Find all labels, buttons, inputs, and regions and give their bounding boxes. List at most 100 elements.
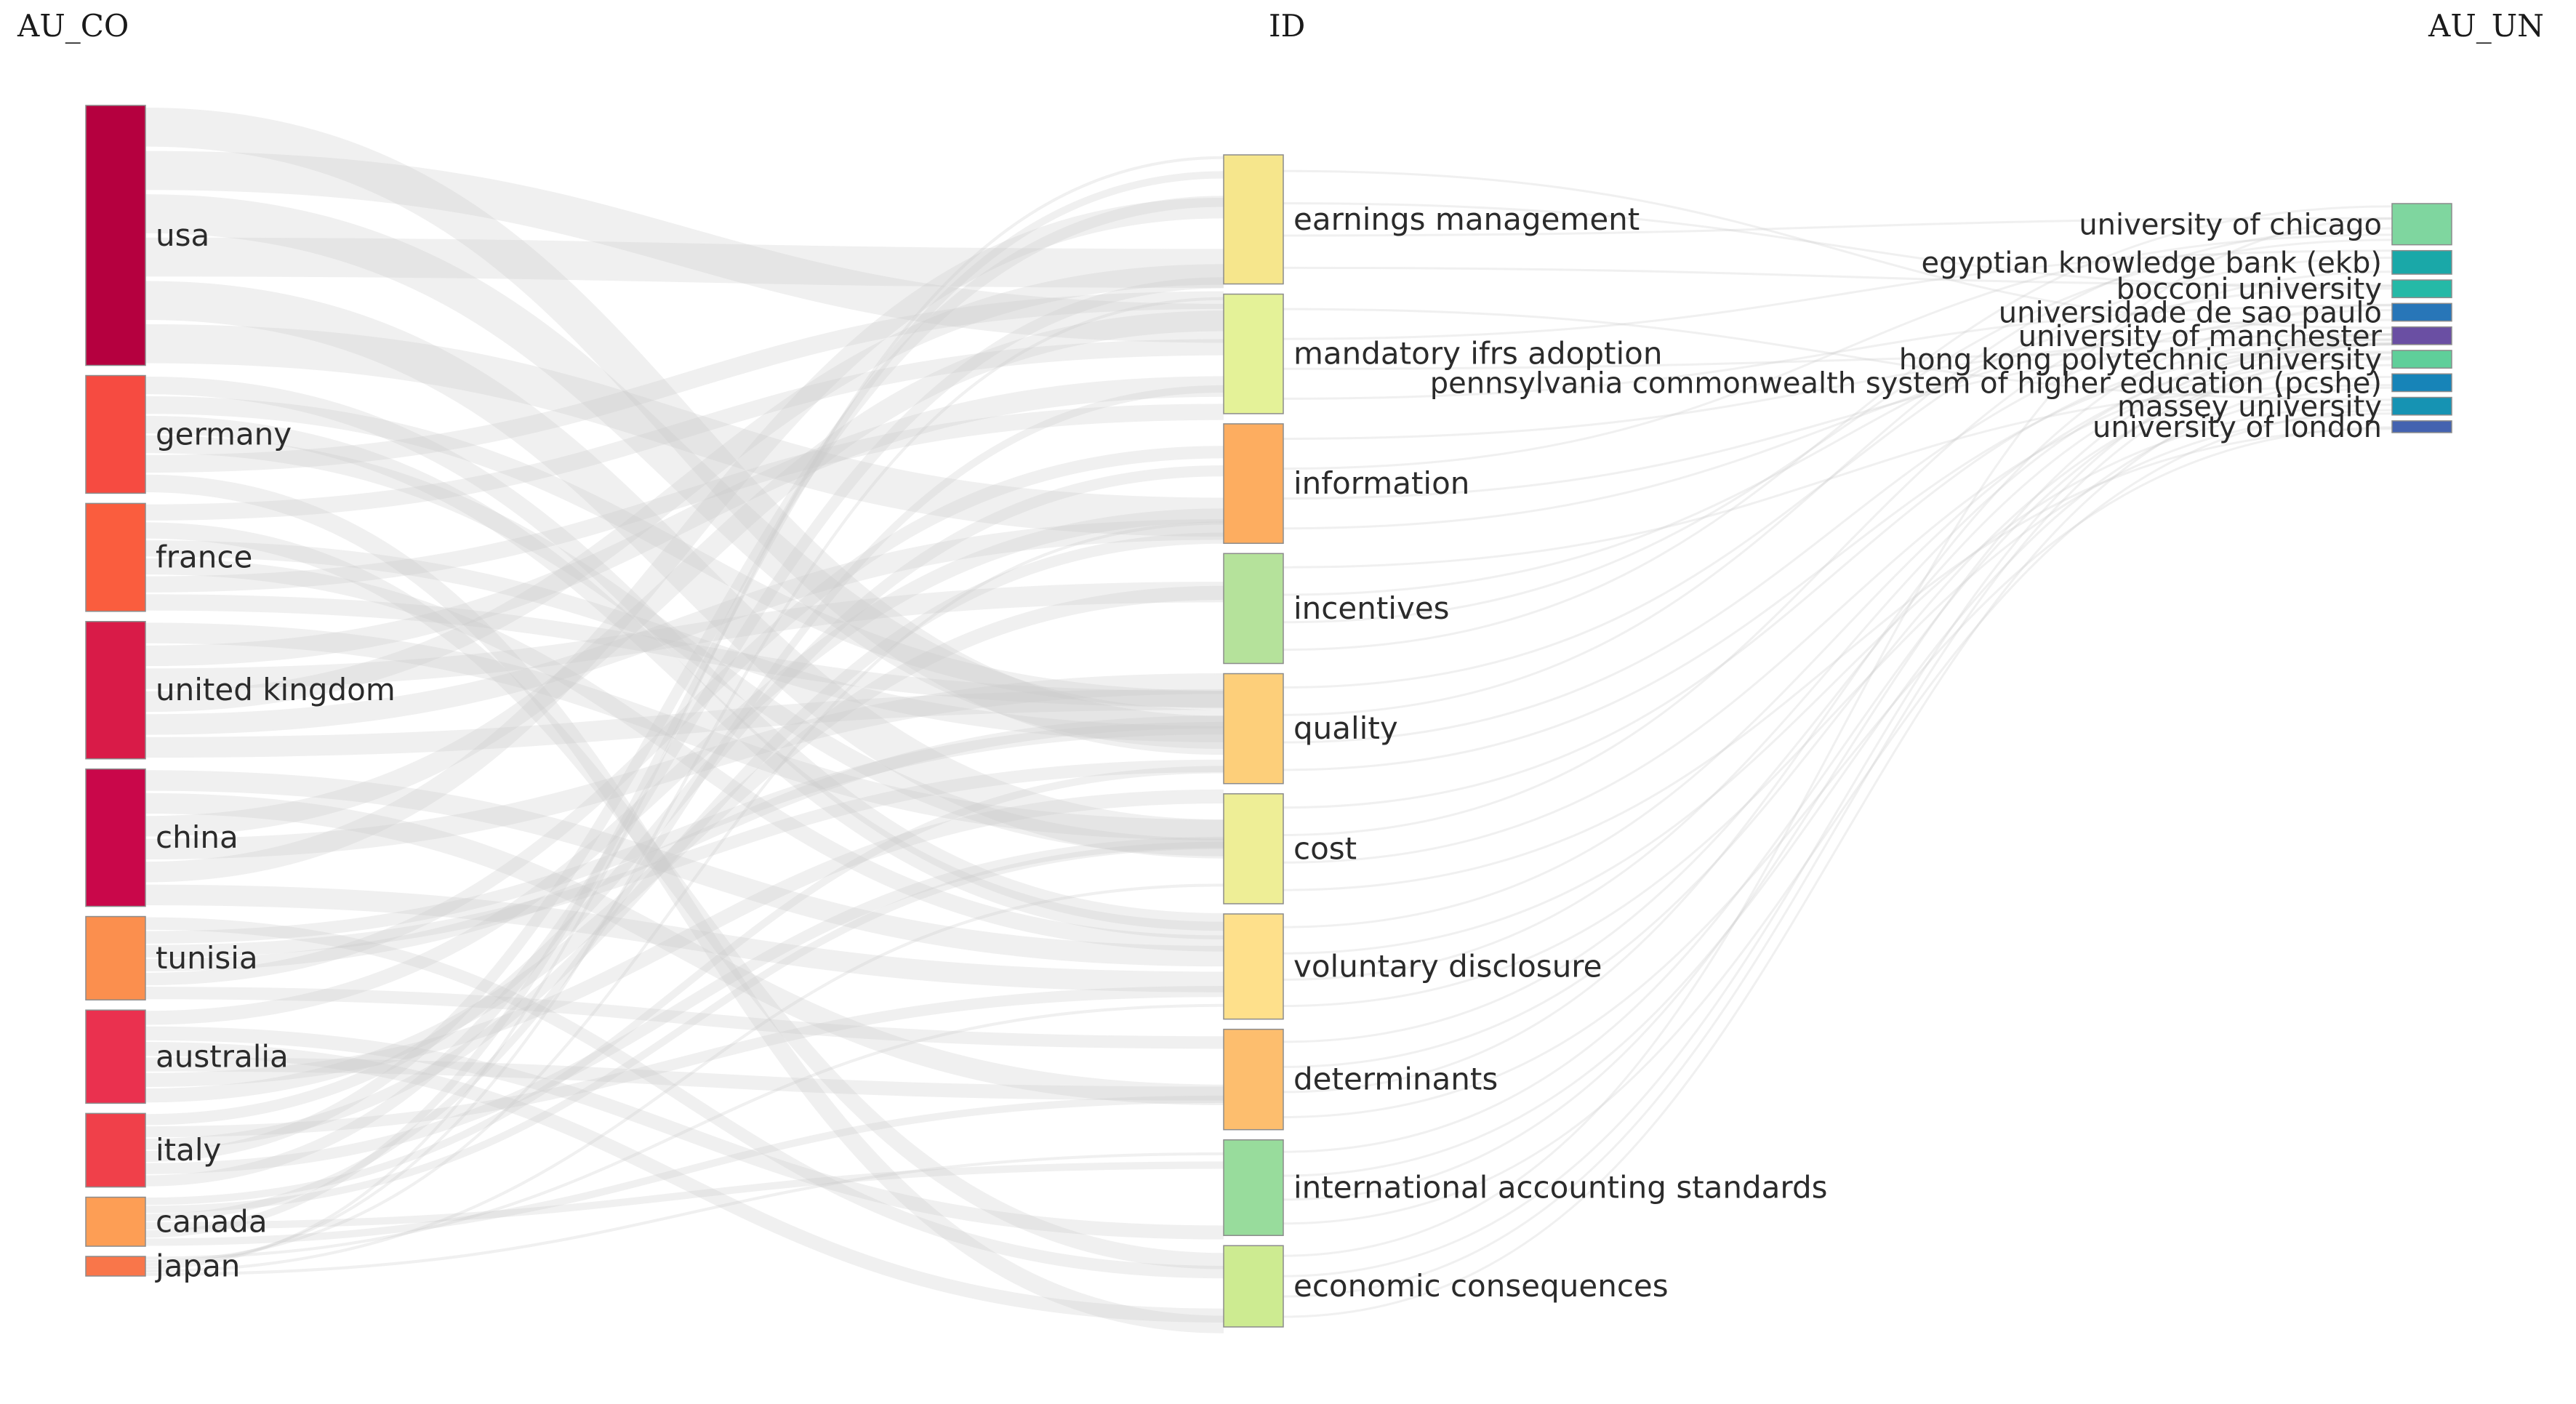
flow-id-to-au-un [1283, 285, 2393, 596]
flow-id-to-au-un [1283, 270, 2393, 836]
flow-id-to-au-un [1283, 356, 2393, 1153]
flow-au-co-to-id [145, 884, 1224, 992]
au-un-node-egyptian-knowledge-bank-ekb [2391, 249, 2452, 275]
flow-au-co-to-id [145, 689, 1224, 758]
flow-id-to-au-un [1283, 257, 2393, 689]
flow-au-co-to-id [145, 404, 1224, 593]
flow-au-co-to-id [145, 156, 1224, 1269]
flow-au-co-to-id [145, 519, 1224, 735]
flow-au-co-to-id [145, 198, 1224, 883]
flow-au-co-to-id [145, 508, 1224, 1025]
flow-id-to-au-un [1283, 350, 2393, 370]
flow-id-to-au-un [1283, 333, 2393, 440]
flow-au-co-to-id [145, 841, 1224, 1214]
flow-au-co-to-id [145, 540, 1224, 742]
flow-au-co-to-id [145, 721, 1224, 944]
au-un-node-bocconi-university [2391, 279, 2452, 299]
au-un-label-universidade-de-sao-paulo: universidade de sao paulo [1999, 297, 2382, 330]
au-un-label-university-of-london: university of london [2093, 411, 2382, 444]
flow-id-to-au-un [1283, 386, 2393, 1177]
flow-id-to-au-un [1283, 352, 2393, 1298]
flow-id-to-au-un [1283, 309, 2393, 744]
id-node-international-accounting-standards [1223, 1139, 1284, 1236]
au-co-label-usa: usa [156, 217, 209, 253]
flow-au-co-to-id [145, 986, 1224, 1138]
flow-au-co-to-id [145, 474, 1224, 1333]
flow-id-to-au-un [1283, 233, 2393, 470]
id-label-mandatory-ifrs-adoption: mandatory ifrs adoption [1293, 336, 1662, 372]
flow-au-co-to-id [145, 107, 1224, 755]
au-un-node-university-of-manchester [2391, 326, 2452, 345]
flow-au-co-to-id [145, 770, 1224, 967]
au-co-node-italy [85, 1112, 146, 1188]
au-un-node-pennsylvania-commonwealth-system-of-higher-education-pcshe [2391, 373, 2452, 393]
id-node-determinants [1223, 1028, 1284, 1131]
id-label-information: information [1293, 465, 1469, 501]
flow-au-co-to-id [145, 196, 1224, 1162]
flow-id-to-au-un [1283, 342, 2393, 928]
flow-au-co-to-id [145, 793, 1224, 1105]
flow-id-to-au-un [1283, 404, 2393, 955]
id-label-quality: quality [1293, 710, 1398, 746]
column-header-id: ID [1269, 8, 1305, 44]
flow-id-to-au-un [1283, 339, 2393, 500]
id-node-information [1223, 423, 1284, 545]
flow-au-co-to-id [145, 277, 1224, 1187]
id-label-earnings-management: earnings management [1293, 201, 1640, 237]
flow-au-co-to-id [145, 715, 1224, 972]
flow-au-co-to-id [145, 385, 1224, 1222]
au-un-label-egyptian-knowledge-bank-ekb: egyptian knowledge bank (ekb) [1922, 246, 2382, 280]
flow-id-to-au-un [1283, 202, 2393, 290]
au-un-node-massey-university [2391, 396, 2452, 416]
id-node-voluntary-disclosure [1223, 913, 1284, 1020]
au-un-nodes: university of chicago egyptian knowledge … [1430, 203, 2452, 444]
au-co-node-germany [85, 374, 146, 494]
flow-au-co-to-id [145, 582, 1224, 689]
flow-id-to-au-un [1283, 249, 2393, 340]
au-co-node-australia [85, 1009, 146, 1104]
column-header-au-co: AU_CO [17, 8, 129, 44]
flow-au-co-to-id [145, 1057, 1224, 1101]
au-co-label-china: china [156, 819, 238, 855]
id-nodes: earnings management mandatory ifrs adopti… [1223, 154, 1828, 1328]
flow-au-co-to-id [145, 766, 1224, 1206]
id-label-voluntary-disclosure: voluntary disclosure [1293, 948, 1602, 984]
au-co-label-japan: japan [155, 1248, 240, 1284]
au-un-label-hong-kong-polytechnic-university: hong kong polytechnic university [1899, 343, 2382, 377]
flow-id-to-au-un [1283, 308, 2393, 401]
au-co-node-canada [85, 1196, 146, 1247]
flow-id-to-au-un [1283, 358, 2393, 864]
au-co-label-tunisia: tunisia [156, 940, 258, 976]
au-co-label-australia: australia [156, 1038, 289, 1074]
au-un-label-university-of-manchester: university of manchester [2018, 320, 2383, 353]
au-co-node-united-kingdom [85, 621, 146, 760]
flow-au-co-to-id [145, 435, 1224, 857]
flow-au-co-to-id [145, 883, 1224, 1273]
flow-au-co-to-id [145, 1161, 1224, 1229]
flow-id-to-au-un [1283, 318, 2393, 530]
flow-id-to-au-un [1283, 169, 2393, 329]
flow-id-to-au-un [1283, 412, 2393, 1008]
au-co-node-japan [85, 1256, 146, 1277]
flow-id-to-au-un [1283, 333, 2393, 1201]
column-headers: AU_CO ID AU_UN [17, 8, 2544, 44]
au-un-label-pennsylvania-commonwealth-system-of-higher-education-pcshe: pennsylvania commonwealth system of high… [1430, 366, 2382, 400]
flow-au-co-to-id [145, 171, 1224, 1238]
column-header-au-un: AU_UN [2428, 8, 2544, 44]
au-co-label-italy: italy [156, 1132, 221, 1168]
flow-au-co-to-id [145, 522, 1224, 1269]
flow-au-co-to-id [145, 1042, 1224, 1323]
flow-au-co-to-id [145, 376, 1224, 667]
au-un-label-massey-university: massey university [2117, 390, 2382, 424]
flow-id-to-au-un [1283, 238, 2393, 624]
flow-id-to-au-un [1283, 217, 2393, 237]
au-co-node-france [85, 502, 146, 612]
flow-id-to-au-un [1283, 303, 2393, 1094]
id-label-international-accounting-standards: international accounting standards [1293, 1169, 1828, 1205]
id-label-economic-consequences: economic consequences [1293, 1268, 1669, 1304]
flow-id-to-au-un [1283, 227, 2393, 716]
flow-id-to-au-un [1283, 428, 2393, 891]
flow-au-co-to-id [145, 297, 1224, 1267]
flow-au-co-to-id [145, 415, 1224, 939]
